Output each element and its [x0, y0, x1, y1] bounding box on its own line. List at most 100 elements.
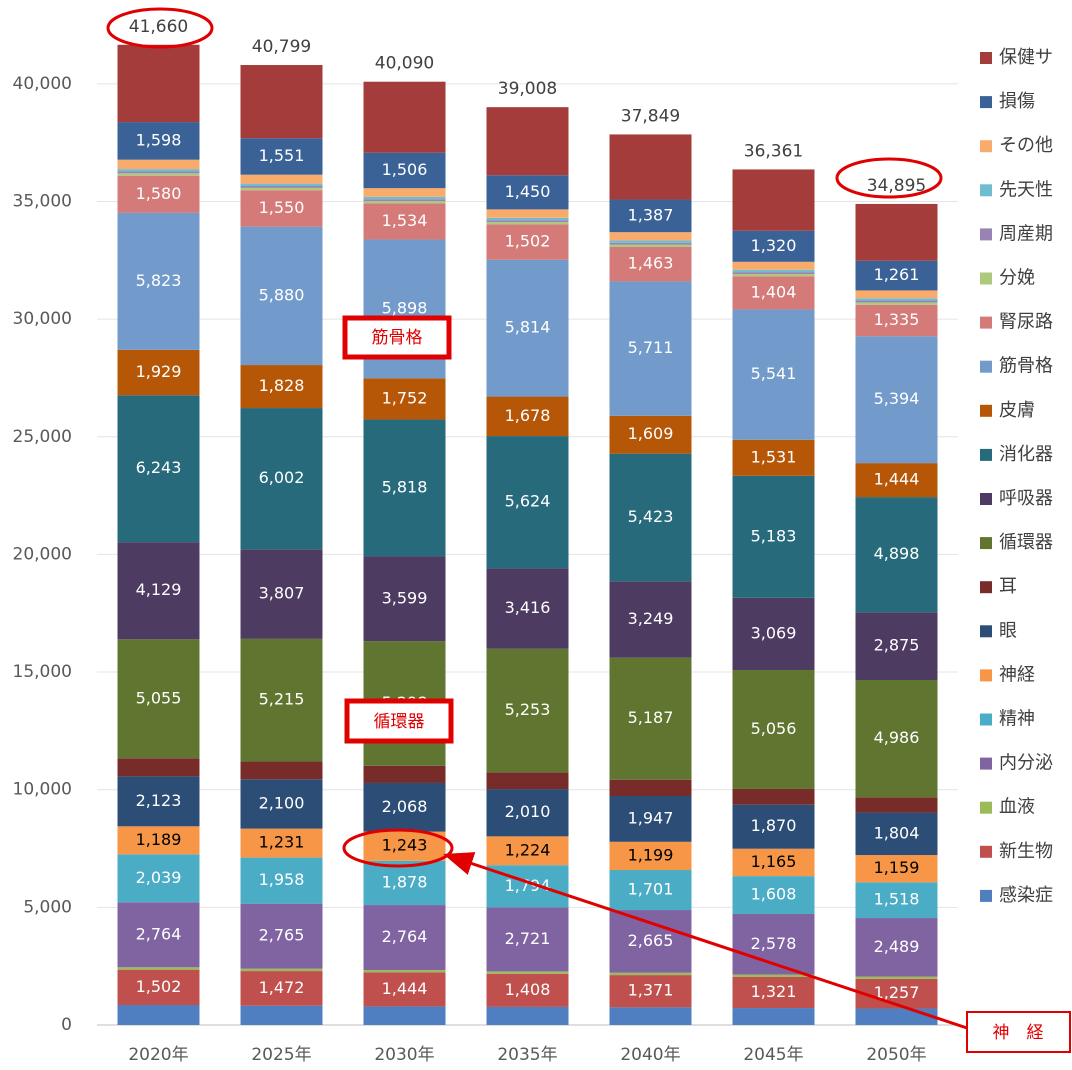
- bar-segment: [363, 556, 446, 642]
- annotation: 循環器: [374, 712, 425, 732]
- data-label: 1,335: [874, 310, 920, 329]
- data-label: 2,875: [874, 636, 920, 655]
- y-tick-label: 5,000: [23, 897, 72, 917]
- legend-label: 皮膚: [999, 400, 1035, 421]
- data-label: 1,506: [382, 160, 428, 179]
- bar-segment: [486, 568, 569, 649]
- bar-segment: [117, 212, 200, 350]
- bar-segment: [732, 439, 815, 476]
- legend-label: 先天性: [999, 179, 1053, 200]
- bar-segment: [486, 175, 569, 210]
- data-label: 1,804: [874, 823, 920, 842]
- bar-segment: [240, 226, 323, 366]
- legend-label: 内分泌: [999, 753, 1053, 774]
- bar-segment: [117, 902, 200, 968]
- data-label: 5,814: [505, 318, 551, 337]
- data-label: 2,100: [259, 793, 305, 812]
- bar-segment: [486, 259, 569, 397]
- legend-label: 保健サ: [999, 47, 1053, 68]
- legend-label: 循環器: [999, 532, 1053, 553]
- data-label: 1,518: [874, 890, 920, 909]
- bar-segment: [855, 336, 938, 464]
- bar-segment: [732, 974, 815, 977]
- data-label: 1,231: [259, 833, 305, 852]
- bar-segment: [117, 159, 200, 170]
- data-label: 1,165: [751, 852, 797, 871]
- bar-segment: [240, 549, 323, 639]
- bar-segment: [363, 378, 446, 420]
- x-tick-label: 2040年: [620, 1045, 680, 1065]
- bar-segment: [855, 260, 938, 291]
- bar-segment: [609, 910, 692, 973]
- annotation: 神 経: [993, 1023, 1044, 1043]
- data-label: 2,764: [382, 927, 428, 946]
- legend-swatch: [980, 713, 992, 726]
- bar-segment: [117, 349, 200, 396]
- bar-segment: [486, 222, 569, 225]
- bar-segment: [363, 782, 446, 832]
- bar-segment: [855, 812, 938, 856]
- legend-label: 呼吸器: [999, 488, 1053, 509]
- data-label: 1,261: [874, 265, 920, 284]
- total-label: 34,895: [867, 176, 926, 196]
- bar-segment: [855, 290, 938, 299]
- data-label: 5,394: [874, 389, 920, 408]
- y-tick-label: 10,000: [13, 780, 72, 800]
- total-label: 39,008: [498, 79, 557, 99]
- bar-segment: [486, 107, 569, 176]
- data-label: 1,609: [628, 424, 674, 443]
- data-label: 1,224: [505, 840, 551, 859]
- legend-label: 周産期: [999, 223, 1053, 244]
- data-label: 1,752: [382, 388, 428, 407]
- bar-segment: [240, 365, 323, 409]
- bar-segment: [732, 269, 815, 273]
- data-label: 1,550: [259, 198, 305, 217]
- bar-segment: [732, 276, 815, 310]
- data-label: 5,253: [505, 700, 551, 719]
- legend-swatch: [980, 845, 992, 858]
- bar-segment: [117, 826, 200, 855]
- highlight-ellipse: [835, 157, 943, 199]
- bar-segment: [855, 976, 938, 979]
- bar-segment: [609, 247, 692, 282]
- data-label: 5,423: [628, 507, 674, 526]
- bar-segment: [855, 882, 938, 919]
- bar-segment: [855, 797, 938, 813]
- bar-segment: [363, 188, 446, 197]
- legend-swatch: [980, 52, 992, 64]
- data-label: 1,870: [751, 816, 797, 835]
- x-tick-label: 2020年: [128, 1045, 188, 1065]
- data-label: 1,257: [874, 983, 920, 1002]
- bar-segment: [855, 612, 938, 680]
- data-label: 5,880: [259, 285, 305, 304]
- y-tick-label: 0: [61, 1015, 72, 1035]
- bar-segment: [486, 220, 569, 223]
- bar-segment: [240, 761, 323, 780]
- highlight-ellipse: [106, 7, 214, 49]
- bar-segment: [240, 138, 323, 175]
- bar-segment: [732, 804, 815, 849]
- legend-swatch: [980, 537, 992, 550]
- data-label: 2,489: [874, 937, 920, 956]
- data-label: 1,534: [382, 211, 428, 230]
- y-tick-label: 35,000: [13, 191, 72, 211]
- bar-segment: [363, 905, 446, 971]
- legend-label: 新生物: [999, 841, 1053, 862]
- bar-segment: [117, 1005, 200, 1025]
- bar-segment: [363, 81, 446, 153]
- bar-segment: [117, 758, 200, 777]
- bar-segment: [117, 639, 200, 759]
- bar-segment: [240, 828, 323, 858]
- bar-segment: [486, 836, 569, 866]
- x-tick-label: 2025年: [251, 1045, 311, 1065]
- bar-segment: [855, 918, 938, 977]
- data-label: 2,123: [136, 791, 182, 810]
- x-tick-label: 2045年: [743, 1045, 803, 1065]
- bar-segment: [486, 907, 569, 972]
- bar-segment: [117, 967, 200, 970]
- bar-segment: [240, 65, 323, 139]
- highlight-ellipse: [342, 828, 454, 868]
- data-label: 5,183: [751, 526, 797, 545]
- legend-swatch: [980, 889, 992, 902]
- data-label: 5,823: [136, 271, 182, 290]
